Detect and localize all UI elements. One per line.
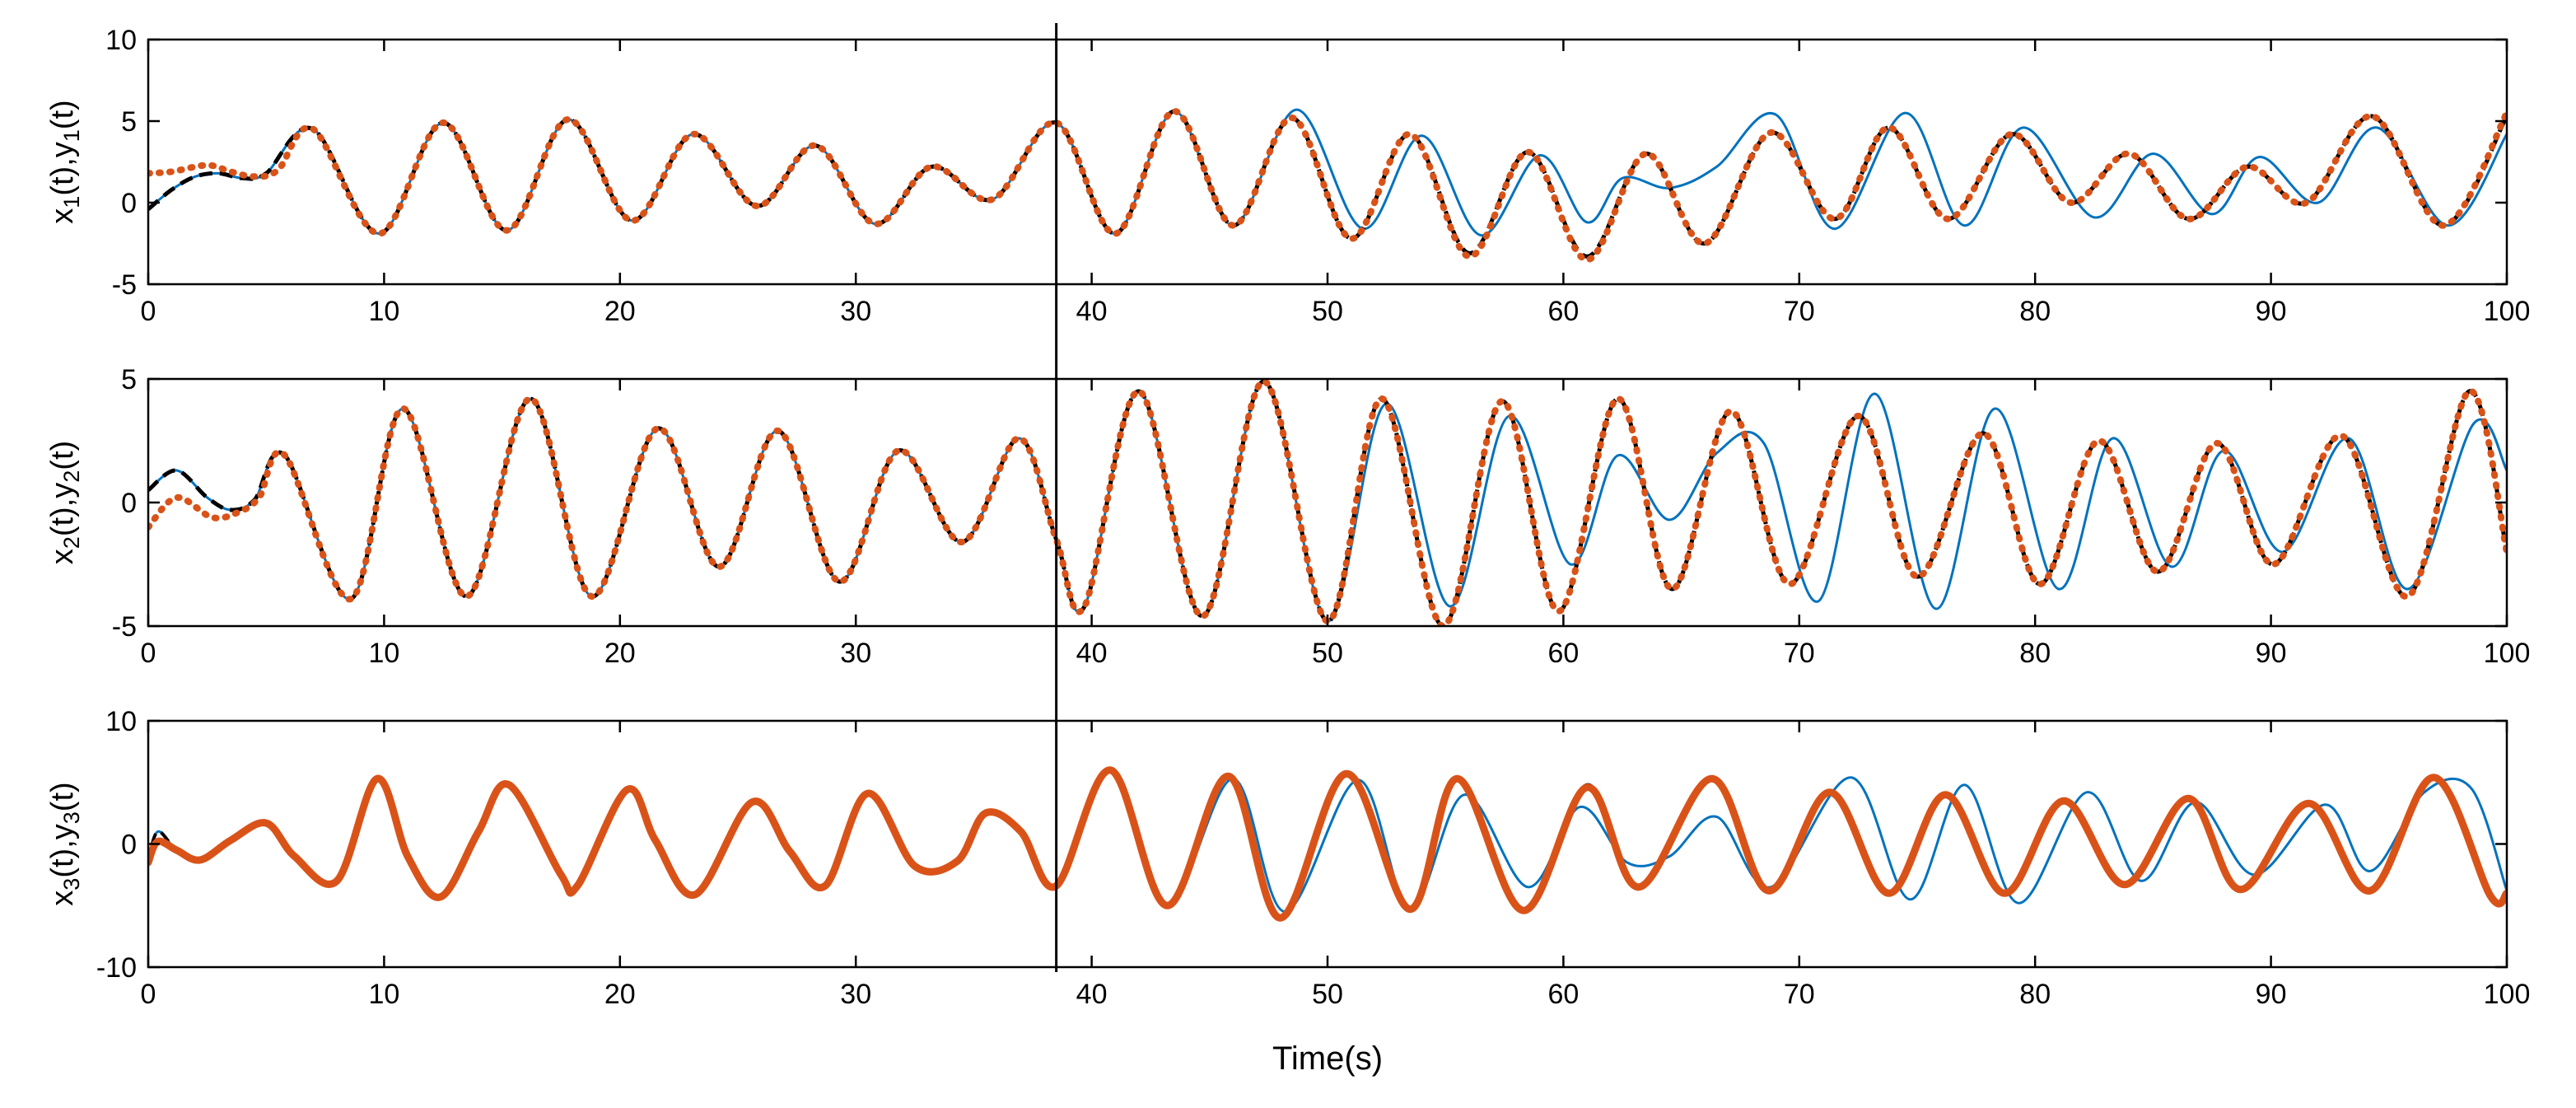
x-tick-label: 0 — [141, 638, 156, 669]
y-tick-label: 0 — [121, 488, 137, 519]
panels: 0 10 20 30 40 50 60 70 80 90 100-50510x1(t),y1(t)0… — [45, 25, 2530, 1010]
x-axis-label: Time(s) — [1272, 1040, 1383, 1077]
axes-box — [147, 377, 2508, 628]
x-tick-label: 40 — [1076, 979, 1108, 1010]
x-tick-label: 100 — [2484, 638, 2531, 669]
x-tick-label: 20 — [604, 638, 636, 669]
x-tick-label: 20 — [604, 296, 636, 327]
x-tick-label: 80 — [2019, 296, 2051, 327]
series-line-3-3 — [148, 766, 2507, 922]
x-tick-label: 60 — [1547, 638, 1579, 669]
x-tick-label: 100 — [2484, 296, 2531, 327]
x-tick-label: 80 — [2019, 638, 2051, 669]
y-tick-label: -5 — [112, 611, 137, 643]
x-tick-label: 70 — [1784, 638, 1815, 669]
y-tick-label: -10 — [96, 952, 137, 984]
y-tick-label: 5 — [121, 364, 137, 395]
series-line-2-2 — [148, 379, 2507, 626]
series-line-1-2 — [148, 109, 2507, 259]
y-tick-label: 10 — [105, 706, 137, 737]
x-tick-label: 60 — [1547, 979, 1579, 1010]
y-tick-label: 5 — [121, 106, 137, 138]
x-tick-label: 70 — [1784, 979, 1815, 1010]
x-tick-label: 0 — [141, 979, 156, 1010]
x-tick-label: 80 — [2019, 979, 2051, 1010]
series-line-2-1 — [148, 380, 2507, 623]
x-tick-label: 50 — [1312, 979, 1343, 1010]
y-axis-label: x3(t),y3(t) — [45, 782, 84, 905]
y-tick-label: 0 — [121, 188, 137, 219]
x-tick-label: 90 — [2256, 638, 2287, 669]
x-tick-label: 40 — [1076, 296, 1108, 327]
x-tick-label: 10 — [368, 638, 399, 669]
x-tick-label: 50 — [1312, 638, 1343, 669]
x-tick-label: 100 — [2484, 979, 2531, 1010]
x-tick-label: 40 — [1076, 638, 1108, 669]
y-tick-label: -5 — [112, 269, 137, 301]
x-tick-label: 50 — [1312, 296, 1343, 327]
series-line-3-1 — [148, 769, 2507, 914]
x-tick-label: 90 — [2256, 979, 2287, 1010]
x-tick-label: 60 — [1547, 296, 1579, 327]
x-tick-label: 30 — [840, 296, 871, 327]
x-tick-label: 30 — [840, 979, 871, 1010]
x-tick-label: 10 — [368, 296, 399, 327]
x-tick-label: 30 — [840, 638, 871, 669]
y-axis-label: x2(t),y2(t) — [45, 441, 84, 564]
x-tick-label: 20 — [604, 979, 636, 1010]
x-tick-label: 0 — [141, 296, 156, 327]
x-tick-label: 90 — [2256, 296, 2287, 327]
y-tick-label: 10 — [105, 25, 137, 56]
y-tick-label: 0 — [121, 830, 137, 861]
series-line-1-3 — [148, 108, 2507, 264]
series-line-2-3 — [148, 379, 2507, 626]
y-axis-label: x1(t),y1(t) — [45, 100, 84, 223]
x-tick-label: 70 — [1784, 296, 1815, 327]
x-tick-label: 10 — [368, 979, 399, 1010]
